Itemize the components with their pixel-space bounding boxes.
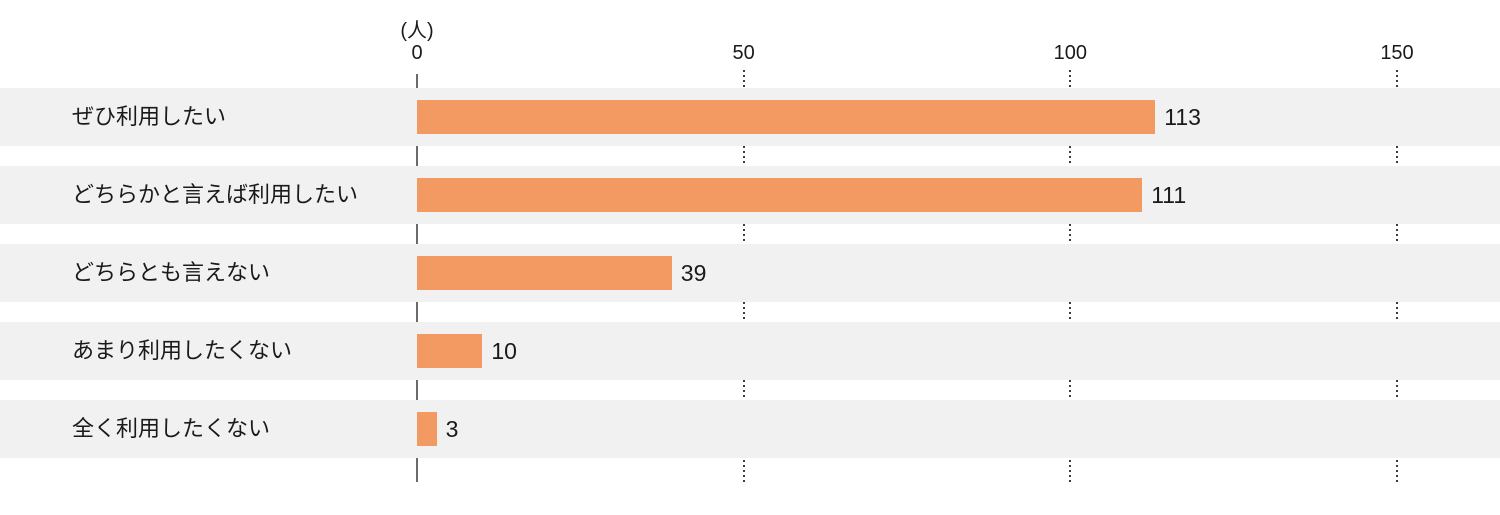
gridline-segment bbox=[1396, 70, 1398, 88]
gridline-segment bbox=[742, 146, 745, 166]
category-label: どちらとも言えない bbox=[72, 260, 271, 285]
gridline-segment bbox=[1396, 224, 1398, 244]
gridline-segment bbox=[742, 302, 745, 322]
category-label: あまり利用したくない bbox=[72, 338, 293, 363]
gridline-segment bbox=[1396, 146, 1398, 166]
bar bbox=[417, 334, 483, 368]
bar bbox=[417, 256, 672, 290]
bar-value-label: 3 bbox=[445, 416, 459, 442]
bar-value-label: 10 bbox=[491, 338, 517, 364]
bar-value-label: 39 bbox=[680, 260, 707, 286]
gridline-segment bbox=[1396, 302, 1398, 322]
x-tick-label-150: 150 bbox=[1380, 42, 1414, 64]
x-tick-label-100: 100 bbox=[1053, 42, 1088, 64]
axis-unit-label: (人) bbox=[400, 20, 434, 42]
gridline-segment bbox=[1069, 224, 1072, 244]
bar bbox=[417, 100, 1156, 134]
gridline-segment bbox=[1069, 460, 1072, 482]
chart-row: どちらかと言えば利用したい 111 bbox=[0, 166, 1500, 224]
bar bbox=[417, 178, 1143, 212]
bar-value-label: 111 bbox=[1151, 182, 1187, 208]
chart-row: どちらとも言えない 39 bbox=[0, 244, 1500, 302]
gridline-segment bbox=[742, 70, 745, 88]
chart-row: ぜひ利用したい 113 bbox=[0, 88, 1500, 146]
gridline-segment bbox=[742, 380, 745, 400]
category-label: 全く利用したくない bbox=[72, 416, 271, 441]
x-tick-label-50: 50 bbox=[732, 42, 755, 64]
category-label: どちらかと言えば利用したい bbox=[72, 182, 359, 207]
x-tick-label-0: 0 bbox=[411, 42, 423, 64]
category-label: ぜひ利用したい bbox=[72, 104, 227, 129]
gridline-segment bbox=[742, 460, 745, 482]
gridline-segment bbox=[1069, 302, 1072, 322]
gridline-segment bbox=[1069, 70, 1072, 88]
gridline-segment bbox=[1396, 380, 1398, 400]
bar-value-label: 113 bbox=[1164, 104, 1201, 130]
gridline-segment bbox=[1069, 380, 1072, 400]
bar bbox=[417, 412, 437, 446]
gridline-segment bbox=[1396, 460, 1398, 482]
gridline-segment bbox=[742, 224, 745, 244]
chart-row: あまり利用したくない 10 bbox=[0, 322, 1500, 380]
gridline-segment bbox=[1069, 146, 1072, 166]
chart-row: 全く利用したくない 3 bbox=[0, 400, 1500, 458]
